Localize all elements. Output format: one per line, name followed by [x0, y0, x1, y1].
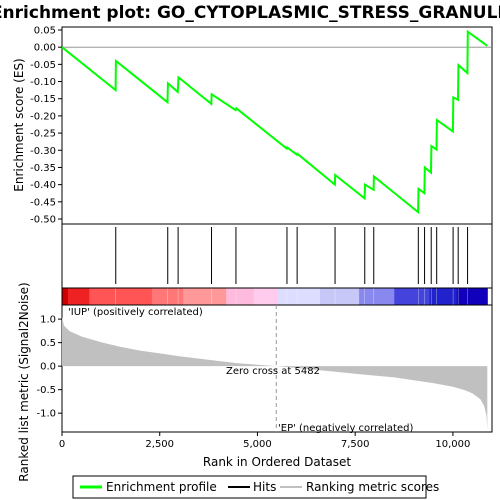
- heatmap-segment: [277, 288, 321, 305]
- x-tick-label: 2,500: [145, 439, 174, 450]
- metric-y-tick-label: 1.0: [40, 315, 56, 326]
- es-y-tick-label: -0.15: [30, 94, 56, 105]
- heatmap-segment: [253, 288, 278, 305]
- metric-y-axis: 1.0 0.5 0.0 -0.5 -1.0: [36, 315, 62, 420]
- es-y-tick-label: -0.25: [30, 129, 56, 140]
- legend-ranking-metric-label: Ranking metric scores: [306, 480, 439, 494]
- ranking-heatmap-bar: [61, 287, 493, 306]
- es-y-tick-label: -0.35: [30, 163, 56, 174]
- hits-markers: [115, 227, 469, 284]
- x-tick-label: 7,500: [341, 439, 370, 450]
- x-tick-label: 10,000: [435, 439, 470, 450]
- es-y-tick-label: -0.45: [30, 197, 56, 208]
- heatmap-segment: [62, 288, 69, 305]
- zero-cross-label: Zero cross at 5482: [226, 366, 320, 377]
- ranking-metric-area: [62, 316, 488, 430]
- hits-frame: [61, 223, 493, 289]
- es-y-tick-label: 0.05: [34, 26, 56, 37]
- es-y-tick-label: -0.05: [30, 60, 56, 71]
- hits-panel: [61, 223, 493, 289]
- metric-y-tick-label: 0.0: [40, 362, 56, 373]
- metric-y-tick-label: -0.5: [36, 385, 56, 396]
- negative-correlation-label: 'EP' (negatively correlated): [278, 423, 413, 434]
- heatmap-segment: [226, 288, 255, 305]
- es-y-axis: 0.05 0.00 -0.05 -0.10 -0.15 -0.20 -0.25 -0.30 -0…: [30, 26, 62, 226]
- heatmap-segment: [67, 288, 90, 305]
- x-axis-label: Rank in Ordered Dataset: [203, 455, 351, 469]
- ranking-metric-panel: 1.0 0.5 0.0 -0.5 -1.0 0 2,500 5,000 7,500 10,000…: [17, 282, 493, 482]
- heatmap-segment: [359, 288, 395, 305]
- x-tick-label: 0: [59, 439, 65, 450]
- legend: Enrichment profile Hits Ranking metric s…: [72, 475, 439, 499]
- es-y-tick-label: -0.50: [30, 215, 56, 226]
- metric-y-axis-label: Ranked list metric (Signal2Noise): [17, 282, 31, 481]
- x-axis: 0 2,500 5,000 7,500 10,000: [59, 432, 470, 450]
- es-y-tick-label: -0.30: [30, 146, 56, 157]
- es-y-tick-label: -0.20: [30, 111, 56, 122]
- heatmap-segment: [320, 288, 360, 305]
- heatmap-segment: [183, 288, 227, 305]
- es-panel: 0.05 0.00 -0.05 -0.10 -0.15 -0.20 -0.25 -0.30 -0…: [12, 26, 493, 226]
- enrichment-profile-line: [61, 29, 488, 215]
- heatmap-segment: [394, 288, 430, 305]
- es-y-tick-label: -0.10: [30, 77, 56, 88]
- positive-correlation-label: 'IUP' (positively correlated): [68, 307, 203, 318]
- es-y-tick-label: -0.40: [30, 180, 56, 191]
- legend-enrichment-profile-label: Enrichment profile: [106, 480, 217, 494]
- es-y-axis-label: Enrichment score (ES): [12, 58, 26, 191]
- metric-y-tick-label: -1.0: [36, 409, 56, 420]
- legend-hits-label: Hits: [253, 480, 276, 494]
- es-plot-frame: [61, 26, 493, 225]
- chart-title: Enrichment plot: GO_CYTOPLASMIC_STRESS_G…: [0, 3, 500, 23]
- x-tick-label: 5,000: [243, 439, 272, 450]
- heatmap-segment: [429, 288, 458, 305]
- heatmap-segment: [456, 288, 488, 305]
- metric-y-tick-label: 0.5: [40, 338, 56, 349]
- es-y-tick-label: 0.00: [34, 43, 56, 54]
- heatmap-segment: [89, 288, 153, 305]
